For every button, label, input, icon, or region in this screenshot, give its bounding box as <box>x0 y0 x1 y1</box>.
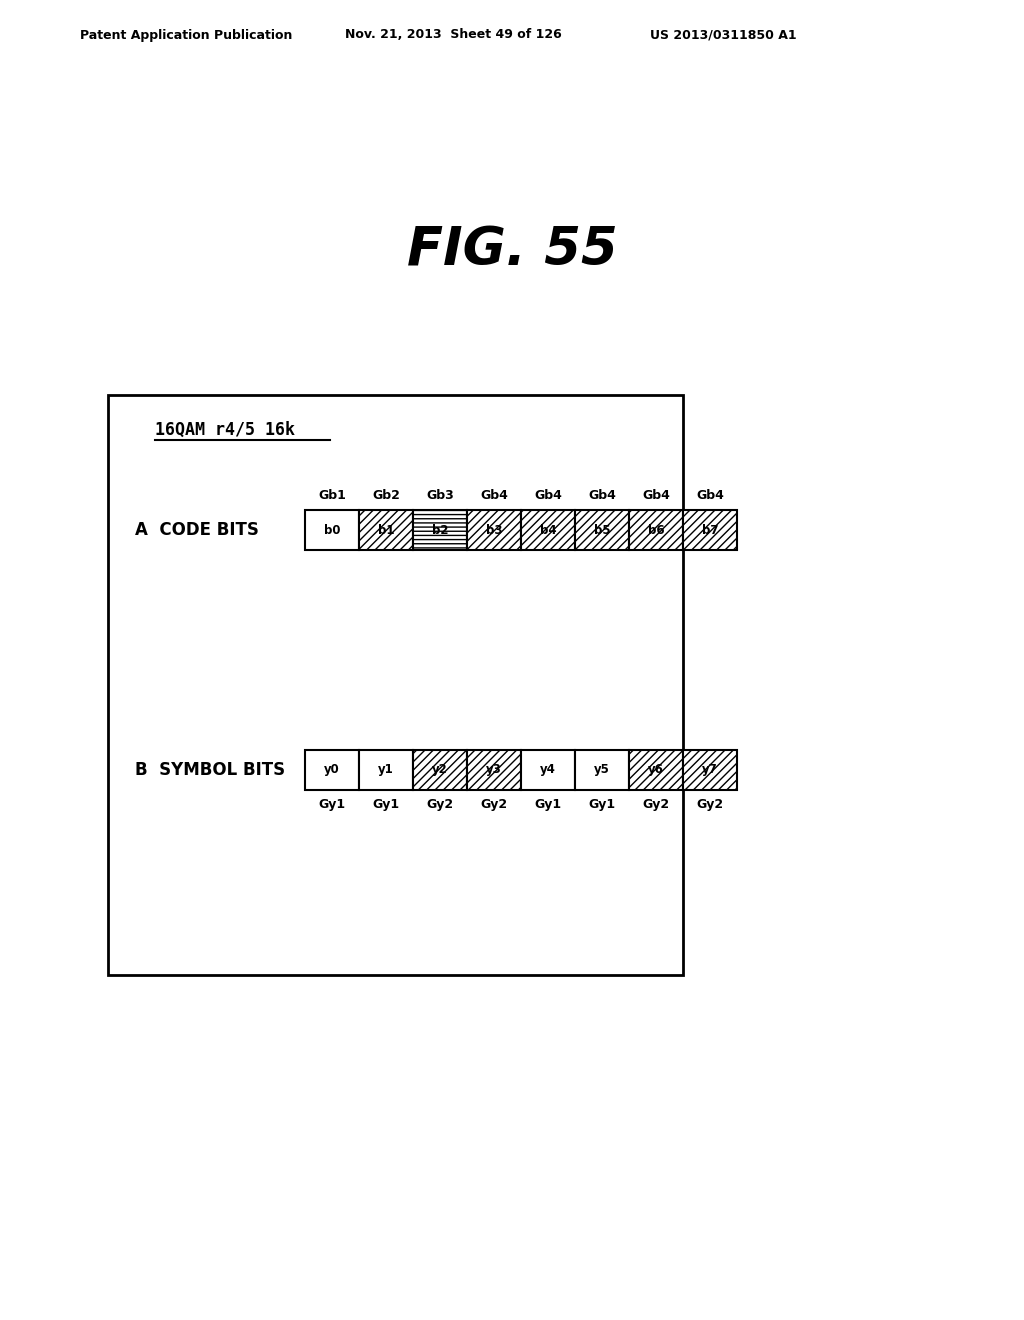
Text: Patent Application Publication: Patent Application Publication <box>80 29 293 41</box>
Text: Gy1: Gy1 <box>318 799 345 810</box>
Text: b4: b4 <box>540 524 556 536</box>
Text: Gy1: Gy1 <box>589 799 615 810</box>
Text: Gy1: Gy1 <box>373 799 399 810</box>
Bar <box>359 750 413 789</box>
Text: y4: y4 <box>540 763 556 776</box>
Text: y0: y0 <box>325 763 340 776</box>
Text: Gb1: Gb1 <box>318 488 346 502</box>
Text: Gy2: Gy2 <box>642 799 670 810</box>
Text: Gb2: Gb2 <box>372 488 400 502</box>
Bar <box>413 510 467 550</box>
Text: b3: b3 <box>485 524 502 536</box>
Bar <box>521 750 575 789</box>
Text: y3: y3 <box>486 763 502 776</box>
Text: A  CODE BITS: A CODE BITS <box>135 521 259 539</box>
Text: Gb4: Gb4 <box>480 488 508 502</box>
Bar <box>359 510 413 550</box>
Text: y1: y1 <box>378 763 394 776</box>
Bar <box>108 395 683 975</box>
Bar <box>467 750 521 789</box>
Bar <box>575 510 629 550</box>
Text: B  SYMBOL BITS: B SYMBOL BITS <box>135 762 285 779</box>
Text: b2: b2 <box>432 524 449 536</box>
Text: y7: y7 <box>702 763 718 776</box>
Text: Gb4: Gb4 <box>535 488 562 502</box>
Bar <box>521 510 575 550</box>
Bar <box>629 750 683 789</box>
Text: Gy2: Gy2 <box>480 799 508 810</box>
Text: b0: b0 <box>324 524 340 536</box>
Text: FIG. 55: FIG. 55 <box>407 224 617 276</box>
Text: Nov. 21, 2013  Sheet 49 of 126: Nov. 21, 2013 Sheet 49 of 126 <box>345 29 562 41</box>
Bar <box>413 750 467 789</box>
Text: Gb4: Gb4 <box>642 488 670 502</box>
Text: Gy2: Gy2 <box>696 799 724 810</box>
Text: Gy2: Gy2 <box>426 799 454 810</box>
Text: b1: b1 <box>378 524 394 536</box>
Text: b7: b7 <box>701 524 718 536</box>
Text: b5: b5 <box>594 524 610 536</box>
Bar <box>683 750 737 789</box>
Text: y6: y6 <box>648 763 664 776</box>
Text: 16QAM r4/5 16k: 16QAM r4/5 16k <box>155 421 295 440</box>
Text: US 2013/0311850 A1: US 2013/0311850 A1 <box>650 29 797 41</box>
Text: b6: b6 <box>648 524 665 536</box>
Bar <box>629 510 683 550</box>
Text: Gb3: Gb3 <box>426 488 454 502</box>
Bar <box>467 510 521 550</box>
Bar <box>683 510 737 550</box>
Bar <box>305 750 359 789</box>
Text: Gy1: Gy1 <box>535 799 561 810</box>
Text: Gb4: Gb4 <box>588 488 616 502</box>
Text: Gb4: Gb4 <box>696 488 724 502</box>
Bar <box>575 750 629 789</box>
Bar <box>305 510 359 550</box>
Text: y5: y5 <box>594 763 610 776</box>
Text: y2: y2 <box>432 763 447 776</box>
